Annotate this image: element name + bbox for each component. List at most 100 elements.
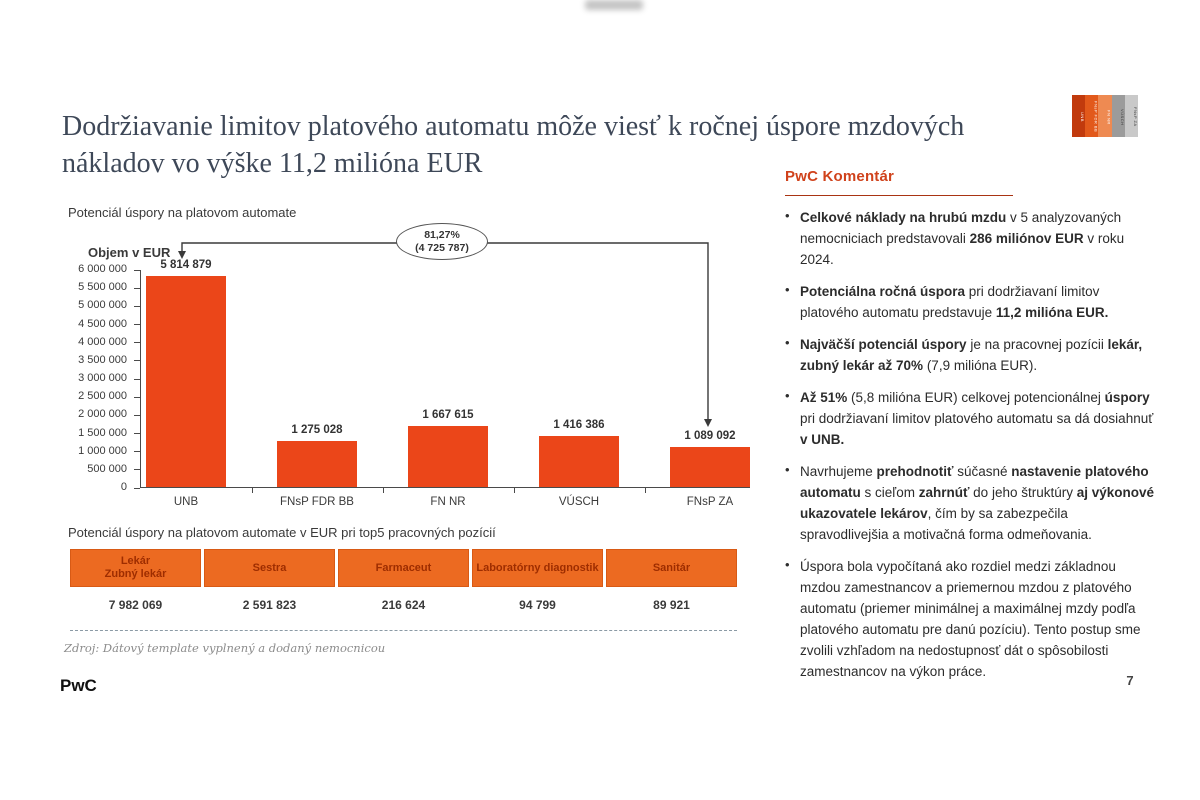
bullet-text: Potenciálna ročná úspora pri dodržiavaní… [800,281,1160,323]
bullet-text-bold-segment: 286 miliónov EUR [969,231,1084,246]
chart-y-axis-label: Objem v EUR [88,245,171,260]
x-axis-tick-mark [644,488,646,493]
x-axis-category-label: FNsP FDR BB [280,496,354,508]
comment-bullet: • Až 51% (5,8 milióna EUR) celkovej poten… [785,387,1160,450]
bar-FNsP FDR BB [277,440,357,487]
bullet-text: Navrhujeme prehodnotiť súčasné nastaveni… [800,461,1160,545]
table-header-row: Lekár Zubný lekár Sestra Farmaceut Laboratór… [70,549,737,587]
chart-y-axis: 6 000 000 5 500 000 5 000 000 4 500 000 4 00… [55,263,140,493]
bar-value-label: 1 667 615 [422,409,474,422]
bullet-text-bold-segment: úspory [1104,390,1150,405]
mini-logo-segment: FN NR [1098,95,1112,137]
annotation-value: (4 725 787) [415,241,469,254]
bullet-text-segment: je na pracovnej pozícii [966,337,1108,352]
bullet-text-bold-segment: 11,2 milióna EUR. [995,305,1109,320]
y-axis-tick-label: 3 500 000 [78,353,127,366]
comment-heading-rule [785,195,1013,196]
table-value-cell: 89 921 [653,598,690,612]
bullet-text-bold-segment: nastavenie platového automatu [800,464,1149,500]
y-axis-tick-mark [134,305,140,307]
bullet-text-bold-segment: lekár, zubný lekár až 70% [800,337,1143,373]
comment-bullet-list: • Celkové náklady na hrubú mzdu v 5 analy… [785,207,1160,682]
bullet-text: Celkové náklady na hrubú mzdu v 5 analyz… [800,207,1160,270]
table-value-cell: 7 982 069 [108,598,163,612]
annotation-percent: 81,27% [424,229,460,241]
y-axis-tick-mark [134,324,140,325]
bullet-text-segment: , čím by sa zabezpečila spravodlivejšia … [800,506,1092,542]
bar-value-label: 5 814 879 [160,258,212,271]
y-axis-tick-label: 5 000 000 [78,299,127,312]
y-axis-tick-mark [134,396,140,398]
bullet-text-segment: v 5 analyzovaných nemocniciach predstavo… [800,210,1122,246]
pwc-logo: PwC [60,676,97,695]
mini-stacked-bar-thumbnail: UNB FNsP FDR BB FN NR VÚSCH FNsP ZA [1072,95,1139,137]
y-axis-tick-mark [134,342,140,344]
x-axis-category-label: VÚSCH [558,496,600,508]
y-axis-tick-mark [134,469,140,471]
bullet-text-bold-segment: Až 51% [800,390,848,405]
table-header-line: Laboratórny diagnostik [476,561,599,574]
mini-logo-segment: UNB [1072,95,1086,137]
bar-FN NR [408,426,488,487]
pwc-comment-panel: PwC Komentár • Celkové náklady na hrubú m… [785,168,1160,693]
bullet-text-bold-segment: aj výkonové ukazovatele lekárov [800,485,1155,521]
bullet-text-segment: pri dodržiavaní limitov platového automa… [800,411,1154,426]
bullet-dot: • [785,282,790,297]
y-axis-tick-label: 3 000 000 [78,372,127,384]
y-axis-tick-label: 2 500 000 [78,390,127,403]
y-axis-tick-mark [134,378,140,380]
bullet-text-bold-segment: Potenciálna ročná úspora [800,284,966,299]
scan-artifact [585,0,643,10]
source-note: Zdroj: Dátový template vyplnený a dodaný… [64,641,386,655]
y-axis-tick-mark [134,433,140,434]
table-header-cell: Lekár Zubný lekár [70,549,201,587]
table-header-line: Farmaceut [375,561,432,574]
x-axis-tick-mark [513,488,515,493]
table-header-line: Lekár [120,555,151,567]
table-value-cell: 94 799 [519,598,556,612]
y-axis-tick-mark [134,360,140,362]
y-axis-tick-mark [134,487,140,489]
table-header-cell: Sestra [204,549,335,587]
bullet-text-segment: Navrhujeme [800,464,877,479]
bullet-text: Až 51% (5,8 milióna EUR) celkovej potenc… [800,387,1160,450]
mini-logo-segment: FNsP FDR BB [1085,95,1099,137]
y-axis-tick-label: 4 000 000 [78,335,127,348]
bullet-text-bold-segment: Najväčší potenciál úspory [800,337,967,352]
table-title: Potenciál úspory na platovom automate v … [68,525,496,540]
y-axis-tick-label: 4 500 000 [78,317,127,330]
table-header-cell: Sanitár [606,549,737,587]
page-number: 7 [1126,673,1134,688]
bullet-text-bold-segment: v UNB. [800,432,845,447]
table-header-line: Sestra [252,561,287,574]
bar-chart-plot-area: 5 814 879 UNB 1 275 028 FNsP FDR BB 1 667 61… [140,259,750,508]
bullet-text-segment: (7,9 milióna EUR). [923,358,1038,373]
x-axis-category-label: FNsP ZA [686,496,734,508]
bullet-text-segment: (5,8 milióna EUR) celkovej potencionálne… [847,390,1105,405]
mini-logo-segment: FNsP ZA [1124,95,1139,137]
y-axis-tick-mark [134,269,140,271]
chart-title: Potenciál úspory na platovom automate [68,205,297,220]
bullet-dot: • [785,388,790,403]
comment-bullet: • Úspora bola vypočítaná ako rozdiel medz… [785,556,1160,682]
y-axis-tick-label: 1 500 000 [78,426,127,439]
bullet-text-segment: Úspora bola vypočítaná ako rozdiel medzi… [800,559,1141,679]
bullet-text-segment: s cieľom [860,485,919,500]
bullet-dot: • [785,208,790,223]
table-bottom-rule [70,630,737,631]
bullet-dot: • [785,557,790,572]
bullet-text-segment: pri dodržiavaní limitov platového automa… [800,284,1100,320]
table-header-line: Sanitár [652,561,691,574]
table-header-cell: Farmaceut [338,549,469,587]
y-axis-tick-mark [134,414,140,416]
bar-FNsP ZA [670,447,750,487]
annotation-callout-ellipse: 81,27% (4 725 787) [396,223,488,260]
y-axis-tick-label: 5 500 000 [78,281,127,294]
bullet-dot: • [785,462,790,477]
table-value-cell: 216 624 [381,598,426,612]
bullet-text-segment: v roku 2024. [800,231,1125,267]
bar-value-label: 1 416 386 [553,418,605,431]
y-axis-tick-label: 500 000 [87,462,127,475]
comment-heading: PwC Komentár [785,168,895,185]
table-value-cell: 2 591 823 [242,598,297,612]
